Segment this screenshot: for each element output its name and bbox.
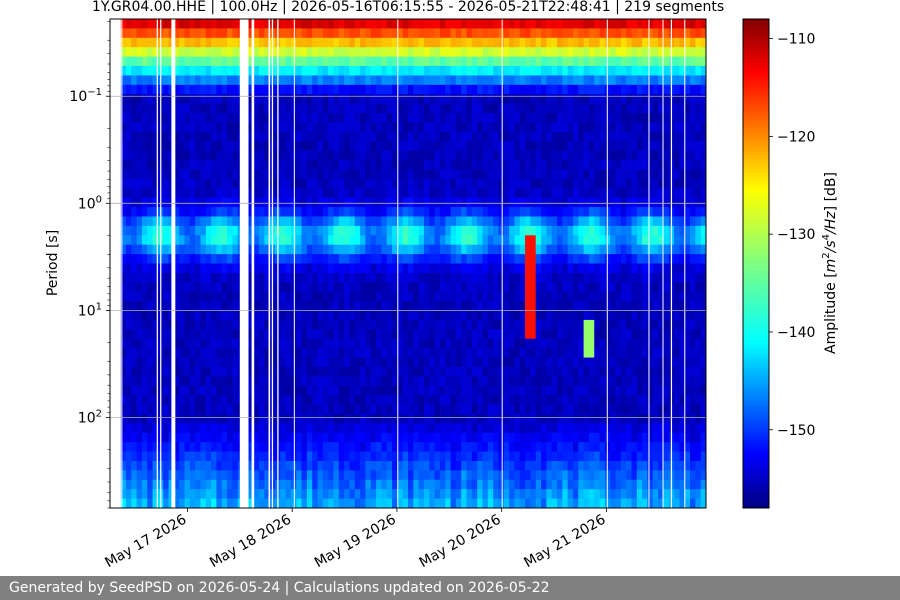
footer: Generated by SeedPSD on 2026-05-24 | Cal… (0, 576, 900, 600)
data-gap (171, 19, 176, 508)
data-gap (648, 19, 650, 508)
data-gap (606, 19, 608, 508)
colorbar-tick-label: −150 (777, 423, 815, 439)
x-tick-label: May 20 2026 (417, 512, 504, 572)
chart-title: 1Y.GR04.00.HHE | 100.0Hz | 2026-05-16T06… (92, 0, 724, 15)
colorbar-ticks: −110 −120 −130 −140 −150 (769, 32, 815, 439)
colorbar-tick-label: −110 (777, 32, 815, 48)
data-gap (110, 19, 121, 508)
data-gap (501, 19, 503, 508)
data-gap (156, 19, 158, 508)
data-gap (684, 19, 686, 508)
x-tick-label: May 19 2026 (312, 512, 399, 572)
data-gap (670, 19, 673, 508)
colorbar-tick-label: −130 (777, 227, 815, 243)
data-gaps (110, 19, 686, 508)
data-gap (239, 19, 249, 508)
y-tick-label: 102 (78, 409, 102, 427)
plot-frame (109, 18, 707, 509)
y-tick-label: 101 (78, 301, 102, 319)
x-tick-label: May 21 2026 (521, 512, 608, 572)
colorbar-tick-label: −120 (777, 129, 815, 145)
data-gap (277, 19, 279, 508)
colorbar: −110 −120 −130 −140 −150 Amplitude [m2/s4/Hz… (742, 18, 839, 509)
y-tick-label: 100 (78, 194, 102, 212)
data-gap (251, 19, 255, 508)
x-tick-label: May 17 2026 (102, 512, 189, 572)
spectrogram (110, 19, 706, 508)
x-axis: May 17 2026 May 18 2026 May 19 2026 May 20 … (102, 508, 609, 572)
data-gap (121, 19, 123, 508)
data-gap (160, 19, 162, 508)
colorbar-tick-label: −140 (777, 325, 815, 341)
data-gap (662, 19, 664, 508)
y-tick-label: 10−1 (69, 87, 102, 105)
grid-lines (110, 95, 706, 418)
y-axis-label: Period [s] (45, 230, 61, 296)
colorbar-label: Amplitude [m2/s4/Hz] [dB] (821, 172, 839, 354)
y-axis: 10−1 100 101 102 (69, 21, 110, 509)
data-gap (268, 19, 271, 508)
data-gap (293, 19, 295, 508)
data-gap (397, 19, 399, 508)
colorbar-gradient (742, 18, 770, 509)
data-gap (271, 19, 274, 508)
x-tick-label: May 18 2026 (207, 512, 294, 572)
